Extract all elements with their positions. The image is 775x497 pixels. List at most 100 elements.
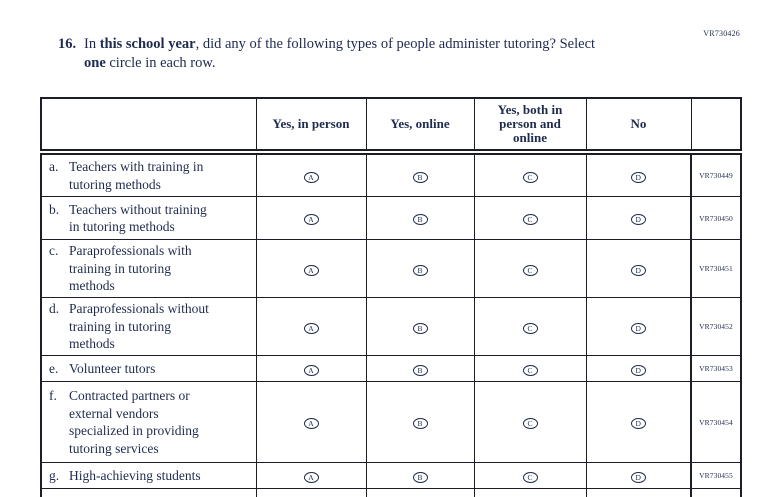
header-yes-online: Yes, online bbox=[366, 98, 474, 152]
option-circle-b[interactable]: B bbox=[413, 418, 428, 429]
option-cell: C bbox=[474, 356, 586, 382]
option-circle-b[interactable]: B bbox=[413, 323, 428, 334]
option-circle-c[interactable]: C bbox=[523, 214, 538, 225]
header-yes-in-person: Yes, in person bbox=[256, 98, 366, 152]
option-cell: A bbox=[256, 356, 366, 382]
question-block: 16. In this school year, did any of the … bbox=[58, 35, 698, 73]
option-circle-a[interactable]: A bbox=[304, 365, 319, 376]
row-label-cell: d.Paraprofessionals without training in … bbox=[41, 298, 256, 356]
table-row: g.High-achieving students A B C D VR7304… bbox=[41, 463, 741, 489]
option-cell: C bbox=[474, 152, 586, 197]
option-circle-a[interactable]: A bbox=[304, 265, 319, 276]
option-circle-d[interactable]: D bbox=[631, 323, 646, 334]
table-row: c.Paraprofessionals with training in tut… bbox=[41, 240, 741, 298]
option-circle-b[interactable]: B bbox=[413, 214, 428, 225]
page-background: VR730426 16. In this school year, did an… bbox=[0, 0, 775, 478]
option-cell: D bbox=[586, 298, 691, 356]
option-cell: A bbox=[256, 463, 366, 489]
question-run-1: In bbox=[84, 36, 100, 52]
option-circle-b[interactable]: B bbox=[413, 265, 428, 276]
option-circle-c[interactable]: C bbox=[523, 323, 538, 334]
option-cell: C bbox=[474, 463, 586, 489]
row-label: Paraprofessionals without training in tu… bbox=[69, 300, 252, 353]
option-circle-b[interactable]: B bbox=[413, 172, 428, 183]
row-label-cell: c.Paraprofessionals with training in tut… bbox=[41, 240, 256, 298]
vr-code: VR730452 bbox=[691, 298, 741, 356]
vr-code: VR730450 bbox=[691, 197, 741, 240]
option-cell: D bbox=[586, 240, 691, 298]
option-circle-a[interactable]: A bbox=[304, 472, 319, 483]
option-cell: C bbox=[474, 382, 586, 463]
option-circle-a[interactable]: A bbox=[304, 214, 319, 225]
row-letter: g. bbox=[49, 467, 69, 485]
option-cell: D bbox=[586, 152, 691, 197]
option-cell: A bbox=[256, 152, 366, 197]
option-circle-b[interactable]: B bbox=[413, 472, 428, 483]
question-run-2: , did any of the following types of peop… bbox=[196, 36, 595, 52]
option-circle-c[interactable]: C bbox=[523, 418, 538, 429]
vr-code: VR730454 bbox=[691, 382, 741, 463]
question-table: Yes, in person Yes, online Yes, both in … bbox=[40, 97, 742, 497]
table-row: e.Volunteer tutors A B C D VR730453 bbox=[41, 356, 741, 382]
option-cell: A bbox=[256, 197, 366, 240]
option-circle-c[interactable]: C bbox=[523, 172, 538, 183]
option-circle-a[interactable]: A bbox=[304, 323, 319, 334]
cutoff-cell bbox=[691, 489, 741, 497]
row-label: Teachers without training in tutoring me… bbox=[69, 201, 252, 236]
vr-code: VR730451 bbox=[691, 240, 741, 298]
option-circle-c[interactable]: C bbox=[523, 472, 538, 483]
row-letter: c. bbox=[49, 242, 69, 260]
question-number: 16. bbox=[58, 35, 84, 73]
option-circle-c[interactable]: C bbox=[523, 365, 538, 376]
option-cell: D bbox=[586, 463, 691, 489]
option-circle-d[interactable]: D bbox=[631, 265, 646, 276]
option-cell: D bbox=[586, 197, 691, 240]
cutoff-cell bbox=[41, 489, 256, 497]
row-label: Volunteer tutors bbox=[69, 360, 252, 378]
option-cell: A bbox=[256, 298, 366, 356]
row-letter: e. bbox=[49, 360, 69, 378]
option-cell: A bbox=[256, 240, 366, 298]
option-circle-d[interactable]: D bbox=[631, 214, 646, 225]
option-cell: D bbox=[586, 356, 691, 382]
option-circle-d[interactable]: D bbox=[631, 472, 646, 483]
vr-code: VR730453 bbox=[691, 356, 741, 382]
table-row: b.Teachers without training in tutoring … bbox=[41, 197, 741, 240]
option-circle-d[interactable]: D bbox=[631, 418, 646, 429]
option-cell: B bbox=[366, 463, 474, 489]
option-cell: B bbox=[366, 240, 474, 298]
option-circle-c[interactable]: C bbox=[523, 265, 538, 276]
row-letter: d. bbox=[49, 300, 69, 318]
option-circle-b[interactable]: B bbox=[413, 365, 428, 376]
header-code-cell bbox=[691, 98, 741, 152]
table-row: f.Contracted partners or external vendor… bbox=[41, 382, 741, 463]
option-cell: C bbox=[474, 197, 586, 240]
table-header-row: Yes, in person Yes, online Yes, both in … bbox=[41, 98, 741, 152]
option-circle-a[interactable]: A bbox=[304, 418, 319, 429]
row-label: High-achieving students bbox=[69, 467, 252, 485]
row-letter: b. bbox=[49, 201, 69, 219]
row-label-cell: f.Contracted partners or external vendor… bbox=[41, 382, 256, 463]
option-circle-a[interactable]: A bbox=[304, 172, 319, 183]
header-no: No bbox=[586, 98, 691, 152]
table-row: a.Teachers with training in tutoring met… bbox=[41, 152, 741, 197]
cutoff-cell bbox=[474, 489, 586, 497]
cutoff-cell bbox=[586, 489, 691, 497]
option-cell: C bbox=[474, 240, 586, 298]
row-label-cell: b.Teachers without training in tutoring … bbox=[41, 197, 256, 240]
form-code-top: VR730426 bbox=[703, 29, 740, 38]
vr-code: VR730455 bbox=[691, 463, 741, 489]
row-label-cell: g.High-achieving students bbox=[41, 463, 256, 489]
question-bold-2: one bbox=[84, 55, 106, 71]
option-cell: B bbox=[366, 152, 474, 197]
option-cell: B bbox=[366, 197, 474, 240]
option-circle-d[interactable]: D bbox=[631, 172, 646, 183]
cutoff-cell bbox=[366, 489, 474, 497]
row-label-cell: e.Volunteer tutors bbox=[41, 356, 256, 382]
option-circle-d[interactable]: D bbox=[631, 365, 646, 376]
question-text: In this school year, did any of the foll… bbox=[84, 35, 698, 73]
option-cell: B bbox=[366, 298, 474, 356]
option-cell: D bbox=[586, 382, 691, 463]
row-label-cell: a.Teachers with training in tutoring met… bbox=[41, 152, 256, 197]
question-run-3: circle in each row. bbox=[106, 55, 216, 71]
